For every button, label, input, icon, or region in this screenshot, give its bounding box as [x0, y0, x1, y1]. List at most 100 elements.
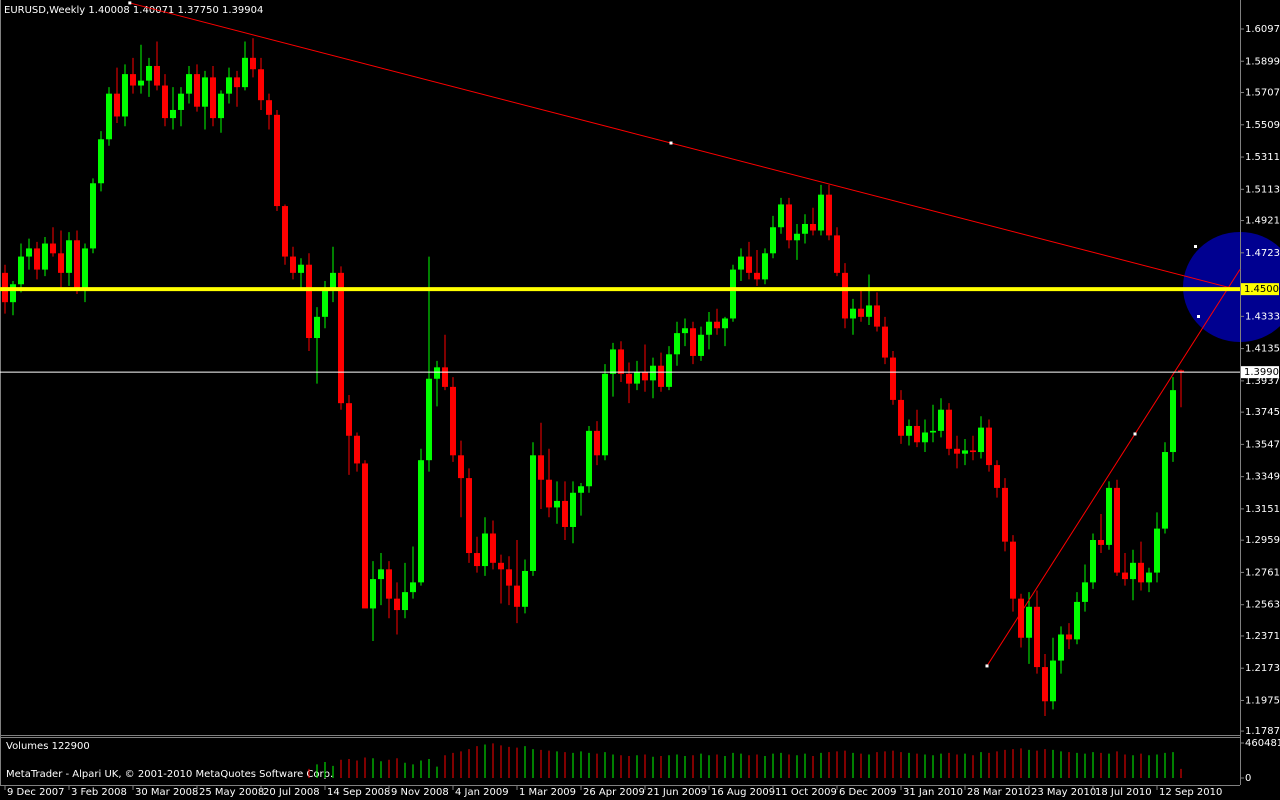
candle-body [178, 93, 184, 110]
candle-body [562, 500, 568, 527]
x-tick-label: 16 Aug 2009 [711, 787, 775, 798]
candle-body [802, 223, 808, 234]
volume-tick-label: 0 [1245, 773, 1251, 784]
y-tick-label: 1.29590 [1245, 535, 1280, 546]
candle-body [530, 455, 536, 571]
candle-body [274, 114, 280, 207]
x-tick-label: 11 Oct 2009 [775, 787, 837, 798]
candle-body [650, 365, 656, 381]
candle-body [850, 308, 856, 319]
candle-body [466, 478, 472, 554]
candle-body [1162, 452, 1168, 529]
candle-body [482, 533, 488, 567]
candle-body [266, 100, 272, 115]
candle-body [394, 598, 400, 611]
trend-anchor [669, 141, 673, 145]
candle-body [154, 65, 160, 86]
y-tick-label: 1.43330 [1245, 311, 1280, 322]
candle-body [130, 74, 136, 86]
candle-body [50, 243, 56, 254]
candle-body [794, 233, 800, 241]
y-tick-label: 1.23710 [1245, 631, 1280, 642]
candle-body [762, 253, 768, 280]
candle-body [818, 194, 824, 231]
y-tick-label: 1.39370 [1245, 376, 1280, 387]
y-tick-label: 1.53110 [1245, 152, 1280, 163]
candle-body [1106, 487, 1112, 545]
y-tick-label: 1.60970 [1245, 24, 1280, 35]
x-tick-label: 25 May 2008 [199, 787, 264, 798]
candle-body [442, 367, 448, 387]
candle-body [258, 69, 264, 101]
candle-body [570, 492, 576, 527]
y-tick-label: 1.33490 [1245, 472, 1280, 483]
candle-body [1042, 667, 1048, 702]
candle-body [754, 272, 760, 280]
candle-body [666, 354, 672, 387]
candle-body [946, 409, 952, 449]
candle-body [1010, 541, 1016, 599]
candle-body [586, 430, 592, 487]
price-label: 1.45000 [1244, 284, 1280, 295]
candle-body [1138, 562, 1144, 583]
candle-body [170, 109, 176, 119]
candle-body [706, 321, 712, 335]
candle-body [138, 80, 144, 86]
candle-body [306, 264, 312, 339]
candle-body [682, 328, 688, 334]
candle-body [626, 373, 632, 384]
candle-body [42, 243, 48, 270]
x-tick-label: 31 Jan 2010 [903, 787, 963, 798]
y-tick-label: 1.19750 [1245, 695, 1280, 706]
price-label-box [1241, 366, 1279, 379]
candle-body [1074, 601, 1080, 640]
candle-body [1002, 487, 1008, 542]
candle-body [1130, 562, 1136, 580]
candle-body [834, 235, 840, 273]
candle-body [354, 435, 360, 464]
candle-body [546, 479, 552, 508]
candle-body [1154, 528, 1160, 573]
candle-body [722, 318, 728, 329]
candle-body [810, 223, 816, 231]
candle-body [738, 256, 744, 270]
candle-body [770, 227, 776, 254]
candle-body [426, 378, 432, 461]
candle-body [458, 455, 464, 479]
candle-body [418, 460, 424, 583]
candle-body [522, 570, 528, 607]
candle-body [82, 248, 88, 290]
candle-body [618, 349, 624, 374]
candle-body [746, 256, 752, 273]
candle-body [322, 289, 328, 317]
candle-body [26, 248, 32, 257]
x-tick-label: 4 Jan 2009 [455, 787, 509, 798]
x-tick-label: 18 Jul 2010 [1095, 787, 1152, 798]
candle-body [602, 373, 608, 456]
candle-body [314, 316, 320, 339]
candle-body [106, 93, 112, 140]
candle-body [250, 57, 256, 70]
candle-body [402, 592, 408, 611]
candle-body [642, 372, 648, 381]
candle-body [882, 326, 888, 358]
candle-body [970, 450, 976, 453]
trend-anchor [1133, 432, 1137, 436]
x-tick-label: 9 Nov 2008 [391, 787, 449, 798]
y-tick-label: 1.31510 [1245, 504, 1280, 515]
candle-body [898, 399, 904, 436]
candle-body [226, 77, 232, 94]
candle-body [34, 248, 40, 270]
candle-body [994, 465, 1000, 488]
candle-body [490, 533, 496, 563]
candle-body [930, 430, 936, 433]
candle-body [1050, 660, 1056, 702]
candle-body [114, 93, 120, 117]
candle-body [730, 269, 736, 319]
y-tick-label: 1.55090 [1245, 120, 1280, 131]
candle-body [578, 486, 584, 493]
candle-body [378, 569, 384, 580]
